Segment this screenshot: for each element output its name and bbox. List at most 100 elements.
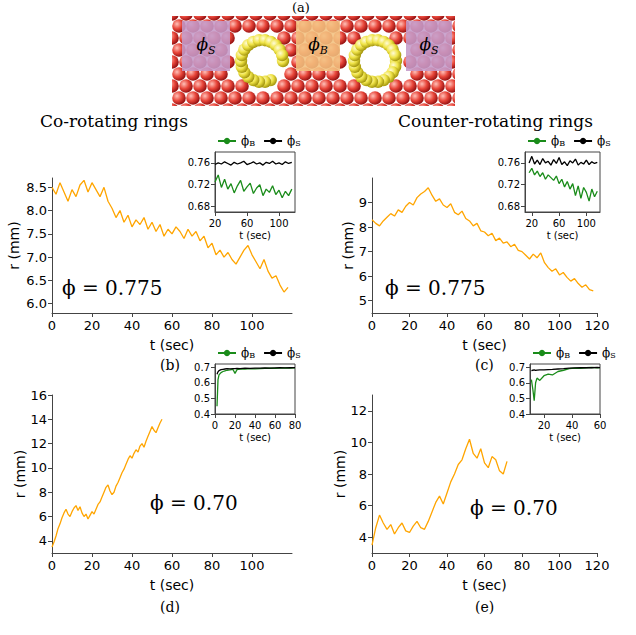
svg-text:t (sec): t (sec) bbox=[150, 577, 194, 593]
svg-text:80: 80 bbox=[514, 558, 531, 573]
svg-text:120: 120 bbox=[585, 558, 610, 573]
svg-text:40: 40 bbox=[439, 318, 456, 333]
svg-text:60: 60 bbox=[269, 420, 282, 431]
svg-text:ϕ = 0.775: ϕ = 0.775 bbox=[62, 276, 162, 300]
svg-text:B: B bbox=[559, 139, 565, 148]
svg-text:7.0: 7.0 bbox=[26, 250, 47, 265]
svg-text:8: 8 bbox=[359, 220, 367, 235]
svg-text:100: 100 bbox=[269, 218, 288, 229]
svg-text:4: 4 bbox=[359, 530, 367, 545]
svg-text:20: 20 bbox=[401, 558, 418, 573]
svg-text:40: 40 bbox=[566, 420, 579, 431]
svg-text:60: 60 bbox=[164, 558, 181, 573]
svg-text:60: 60 bbox=[164, 318, 181, 333]
svg-text:20: 20 bbox=[84, 558, 101, 573]
svg-text:r (mm): r (mm) bbox=[340, 221, 356, 269]
svg-text:60: 60 bbox=[594, 420, 607, 431]
svg-text:100: 100 bbox=[240, 558, 265, 573]
svg-text:8.0: 8.0 bbox=[26, 203, 47, 218]
svg-text:(d): (d) bbox=[160, 599, 180, 615]
svg-text:20: 20 bbox=[538, 420, 551, 431]
svg-text:120: 120 bbox=[585, 318, 610, 333]
svg-text:0: 0 bbox=[48, 318, 56, 333]
svg-text:Counter-rotating rings: Counter-rotating rings bbox=[398, 111, 593, 131]
svg-text:20: 20 bbox=[229, 420, 242, 431]
svg-text:t (sec): t (sec) bbox=[549, 432, 581, 443]
svg-text:0: 0 bbox=[212, 420, 218, 431]
svg-text:80: 80 bbox=[289, 420, 302, 431]
svg-text:12: 12 bbox=[30, 436, 47, 451]
svg-text:6.0: 6.0 bbox=[26, 296, 47, 311]
svg-text:t (sec): t (sec) bbox=[150, 337, 194, 353]
svg-text:5: 5 bbox=[359, 293, 367, 308]
svg-text:S: S bbox=[605, 139, 610, 148]
svg-text:ϕB: ϕB bbox=[308, 34, 328, 57]
svg-text:8.5: 8.5 bbox=[26, 180, 47, 195]
svg-text:ϕ: ϕ bbox=[551, 134, 559, 148]
svg-text:0.72: 0.72 bbox=[188, 179, 210, 190]
svg-text:B: B bbox=[249, 351, 255, 360]
svg-text:40: 40 bbox=[439, 558, 456, 573]
svg-text:0.68: 0.68 bbox=[188, 201, 210, 212]
svg-text:20: 20 bbox=[84, 318, 101, 333]
svg-text:ϕ = 0.70: ϕ = 0.70 bbox=[150, 491, 238, 515]
svg-text:t (sec): t (sec) bbox=[547, 230, 579, 241]
svg-text:ϕ = 0.70: ϕ = 0.70 bbox=[470, 496, 558, 520]
svg-text:8: 8 bbox=[39, 485, 47, 500]
svg-text:0.5: 0.5 bbox=[509, 393, 525, 404]
svg-text:S: S bbox=[295, 139, 300, 148]
svg-text:ϕ: ϕ bbox=[556, 346, 564, 360]
svg-text:S: S bbox=[610, 351, 615, 360]
svg-text:6: 6 bbox=[39, 509, 47, 524]
svg-text:14: 14 bbox=[30, 412, 47, 427]
svg-text:0.72: 0.72 bbox=[498, 179, 520, 190]
svg-text:0.7: 0.7 bbox=[509, 362, 525, 373]
svg-text:t (sec): t (sec) bbox=[462, 337, 506, 353]
svg-text:ϕS: ϕS bbox=[419, 34, 439, 57]
svg-text:7: 7 bbox=[359, 244, 367, 259]
svg-text:Co-rotating rings: Co-rotating rings bbox=[40, 111, 188, 131]
svg-text:80: 80 bbox=[204, 318, 221, 333]
svg-text:80: 80 bbox=[514, 318, 531, 333]
svg-text:S: S bbox=[295, 351, 300, 360]
svg-text:9: 9 bbox=[359, 195, 367, 210]
svg-text:0.4: 0.4 bbox=[509, 409, 525, 420]
svg-text:t (sec): t (sec) bbox=[239, 230, 271, 241]
svg-text:0: 0 bbox=[368, 558, 376, 573]
svg-text:B: B bbox=[564, 351, 570, 360]
svg-text:(c): (c) bbox=[475, 357, 494, 373]
svg-text:(b): (b) bbox=[160, 357, 180, 373]
svg-text:60: 60 bbox=[241, 218, 254, 229]
svg-text:ϕS: ϕS bbox=[196, 34, 216, 57]
svg-text:12: 12 bbox=[350, 403, 367, 418]
svg-text:0.5: 0.5 bbox=[194, 393, 210, 404]
svg-text:16: 16 bbox=[30, 388, 47, 403]
svg-text:100: 100 bbox=[547, 318, 572, 333]
svg-text:10: 10 bbox=[30, 460, 47, 475]
svg-text:0: 0 bbox=[368, 318, 376, 333]
svg-text:0.68: 0.68 bbox=[498, 201, 520, 212]
svg-text:t (sec): t (sec) bbox=[462, 577, 506, 593]
svg-text:0.7: 0.7 bbox=[194, 362, 210, 373]
svg-text:60: 60 bbox=[476, 318, 493, 333]
svg-text:0.76: 0.76 bbox=[498, 157, 520, 168]
svg-text:40: 40 bbox=[124, 318, 141, 333]
svg-text:6.5: 6.5 bbox=[26, 273, 47, 288]
svg-text:ϕ = 0.775: ϕ = 0.775 bbox=[385, 276, 485, 300]
svg-text:20: 20 bbox=[209, 218, 222, 229]
svg-text:10: 10 bbox=[350, 435, 367, 450]
svg-text:100: 100 bbox=[240, 318, 265, 333]
svg-text:ϕ: ϕ bbox=[241, 346, 249, 360]
svg-text:(a): (a) bbox=[292, 0, 310, 15]
svg-text:40: 40 bbox=[249, 420, 262, 431]
svg-text:20: 20 bbox=[525, 218, 538, 229]
svg-text:7.5: 7.5 bbox=[26, 226, 47, 241]
svg-text:80: 80 bbox=[204, 558, 221, 573]
svg-text:0: 0 bbox=[48, 558, 56, 573]
svg-text:6: 6 bbox=[359, 269, 367, 284]
svg-text:(e): (e) bbox=[475, 599, 494, 615]
svg-text:ϕ: ϕ bbox=[287, 134, 295, 148]
svg-text:ϕ: ϕ bbox=[597, 134, 605, 148]
svg-text:B: B bbox=[249, 139, 255, 148]
svg-text:0.4: 0.4 bbox=[194, 409, 210, 420]
